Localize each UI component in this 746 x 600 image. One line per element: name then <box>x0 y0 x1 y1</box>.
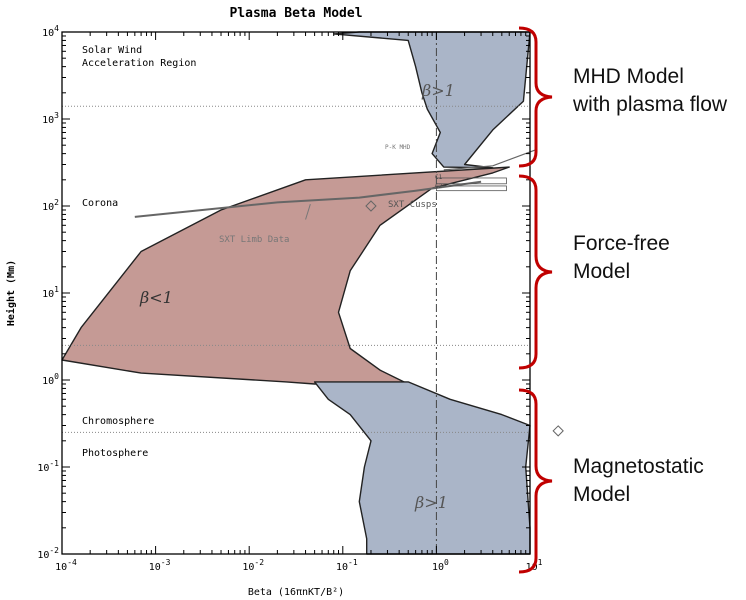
force-free-line1: Force-free <box>573 232 670 255</box>
cusp-box-c2 <box>435 185 507 192</box>
magnetostatic-line1: Magnetostatic <box>573 455 704 478</box>
label-sxt-cusps: SXT Cusps <box>388 200 437 210</box>
x-axis-label: Beta (16πnKT/B²) <box>248 587 344 598</box>
y-tick-label: 104 <box>42 24 59 39</box>
label-c1: C1 <box>435 174 443 181</box>
sxt-limb-data-line <box>134 180 482 218</box>
x-tick-label: 10-3 <box>149 558 171 573</box>
overlays <box>62 32 564 554</box>
sxt-limb-arrow <box>305 204 311 220</box>
x-tick-label: 10-4 <box>55 558 77 573</box>
x-tick-label: 10-1 <box>336 558 358 573</box>
force-free-label: Force-free Model <box>573 230 670 286</box>
diamond-marker-1 <box>552 425 564 437</box>
label-corona: Corona <box>82 198 118 209</box>
x-tick-label: 10-2 <box>242 558 264 573</box>
pk-mhd-line <box>443 148 538 171</box>
label-chromosphere: Chromosphere <box>82 416 154 427</box>
label-c2: C2 <box>435 183 443 190</box>
bracket-magnetostatic <box>518 388 553 574</box>
y-tick-label: 100 <box>42 372 59 387</box>
label-beta-gt1-top: β>1 <box>421 81 455 100</box>
force-free-line2: Model <box>573 260 631 283</box>
y-tick-label: 102 <box>42 198 59 213</box>
mhd-model-label: MHD Model with plasma flow <box>573 63 727 119</box>
label-pk-mhd: P-K MHD <box>385 144 411 151</box>
brackets <box>518 26 553 574</box>
magnetostatic-line2: Model <box>573 483 631 506</box>
diamond-marker-0 <box>365 200 377 212</box>
regions <box>61 31 531 555</box>
mhd-model-line1: MHD Model <box>573 65 684 88</box>
beta-gt1-upper-region <box>333 31 531 169</box>
label-beta-lt1: β<1 <box>139 288 173 307</box>
axis-tick-labels: 10-4 10-3 10-2 10-1 100 10110-210-11001011021… <box>37 24 542 573</box>
y-tick-label: 10-1 <box>37 459 59 474</box>
bracket-mhd <box>518 26 553 168</box>
label-beta-gt1-bottom: β>1 <box>414 493 448 512</box>
mhd-model-line2: with plasma flow <box>573 93 728 116</box>
label-solar-wind: Solar Wind <box>82 45 142 56</box>
y-axis-label: Height (Mm) <box>5 260 17 326</box>
x-tick-label: 100 <box>432 558 449 573</box>
cusp-box-c1 <box>435 177 507 185</box>
label-photosphere: Photosphere <box>82 448 148 459</box>
label-acceleration-region: Acceleration Region <box>82 58 196 69</box>
axis-ticks <box>61 31 531 555</box>
beta-lt1-region <box>61 166 510 385</box>
beta-gt1-lower-region <box>313 381 531 555</box>
y-tick-label: 10-2 <box>37 546 59 561</box>
bracket-force-free <box>518 174 553 370</box>
y-tick-label: 101 <box>42 285 59 300</box>
magnetostatic-label: Magnetostatic Model <box>573 453 704 509</box>
chart-title: Plasma Beta Model <box>229 6 362 21</box>
label-sxt-limb-data: SXT Limb Data <box>219 235 289 245</box>
y-tick-label: 103 <box>42 111 59 126</box>
